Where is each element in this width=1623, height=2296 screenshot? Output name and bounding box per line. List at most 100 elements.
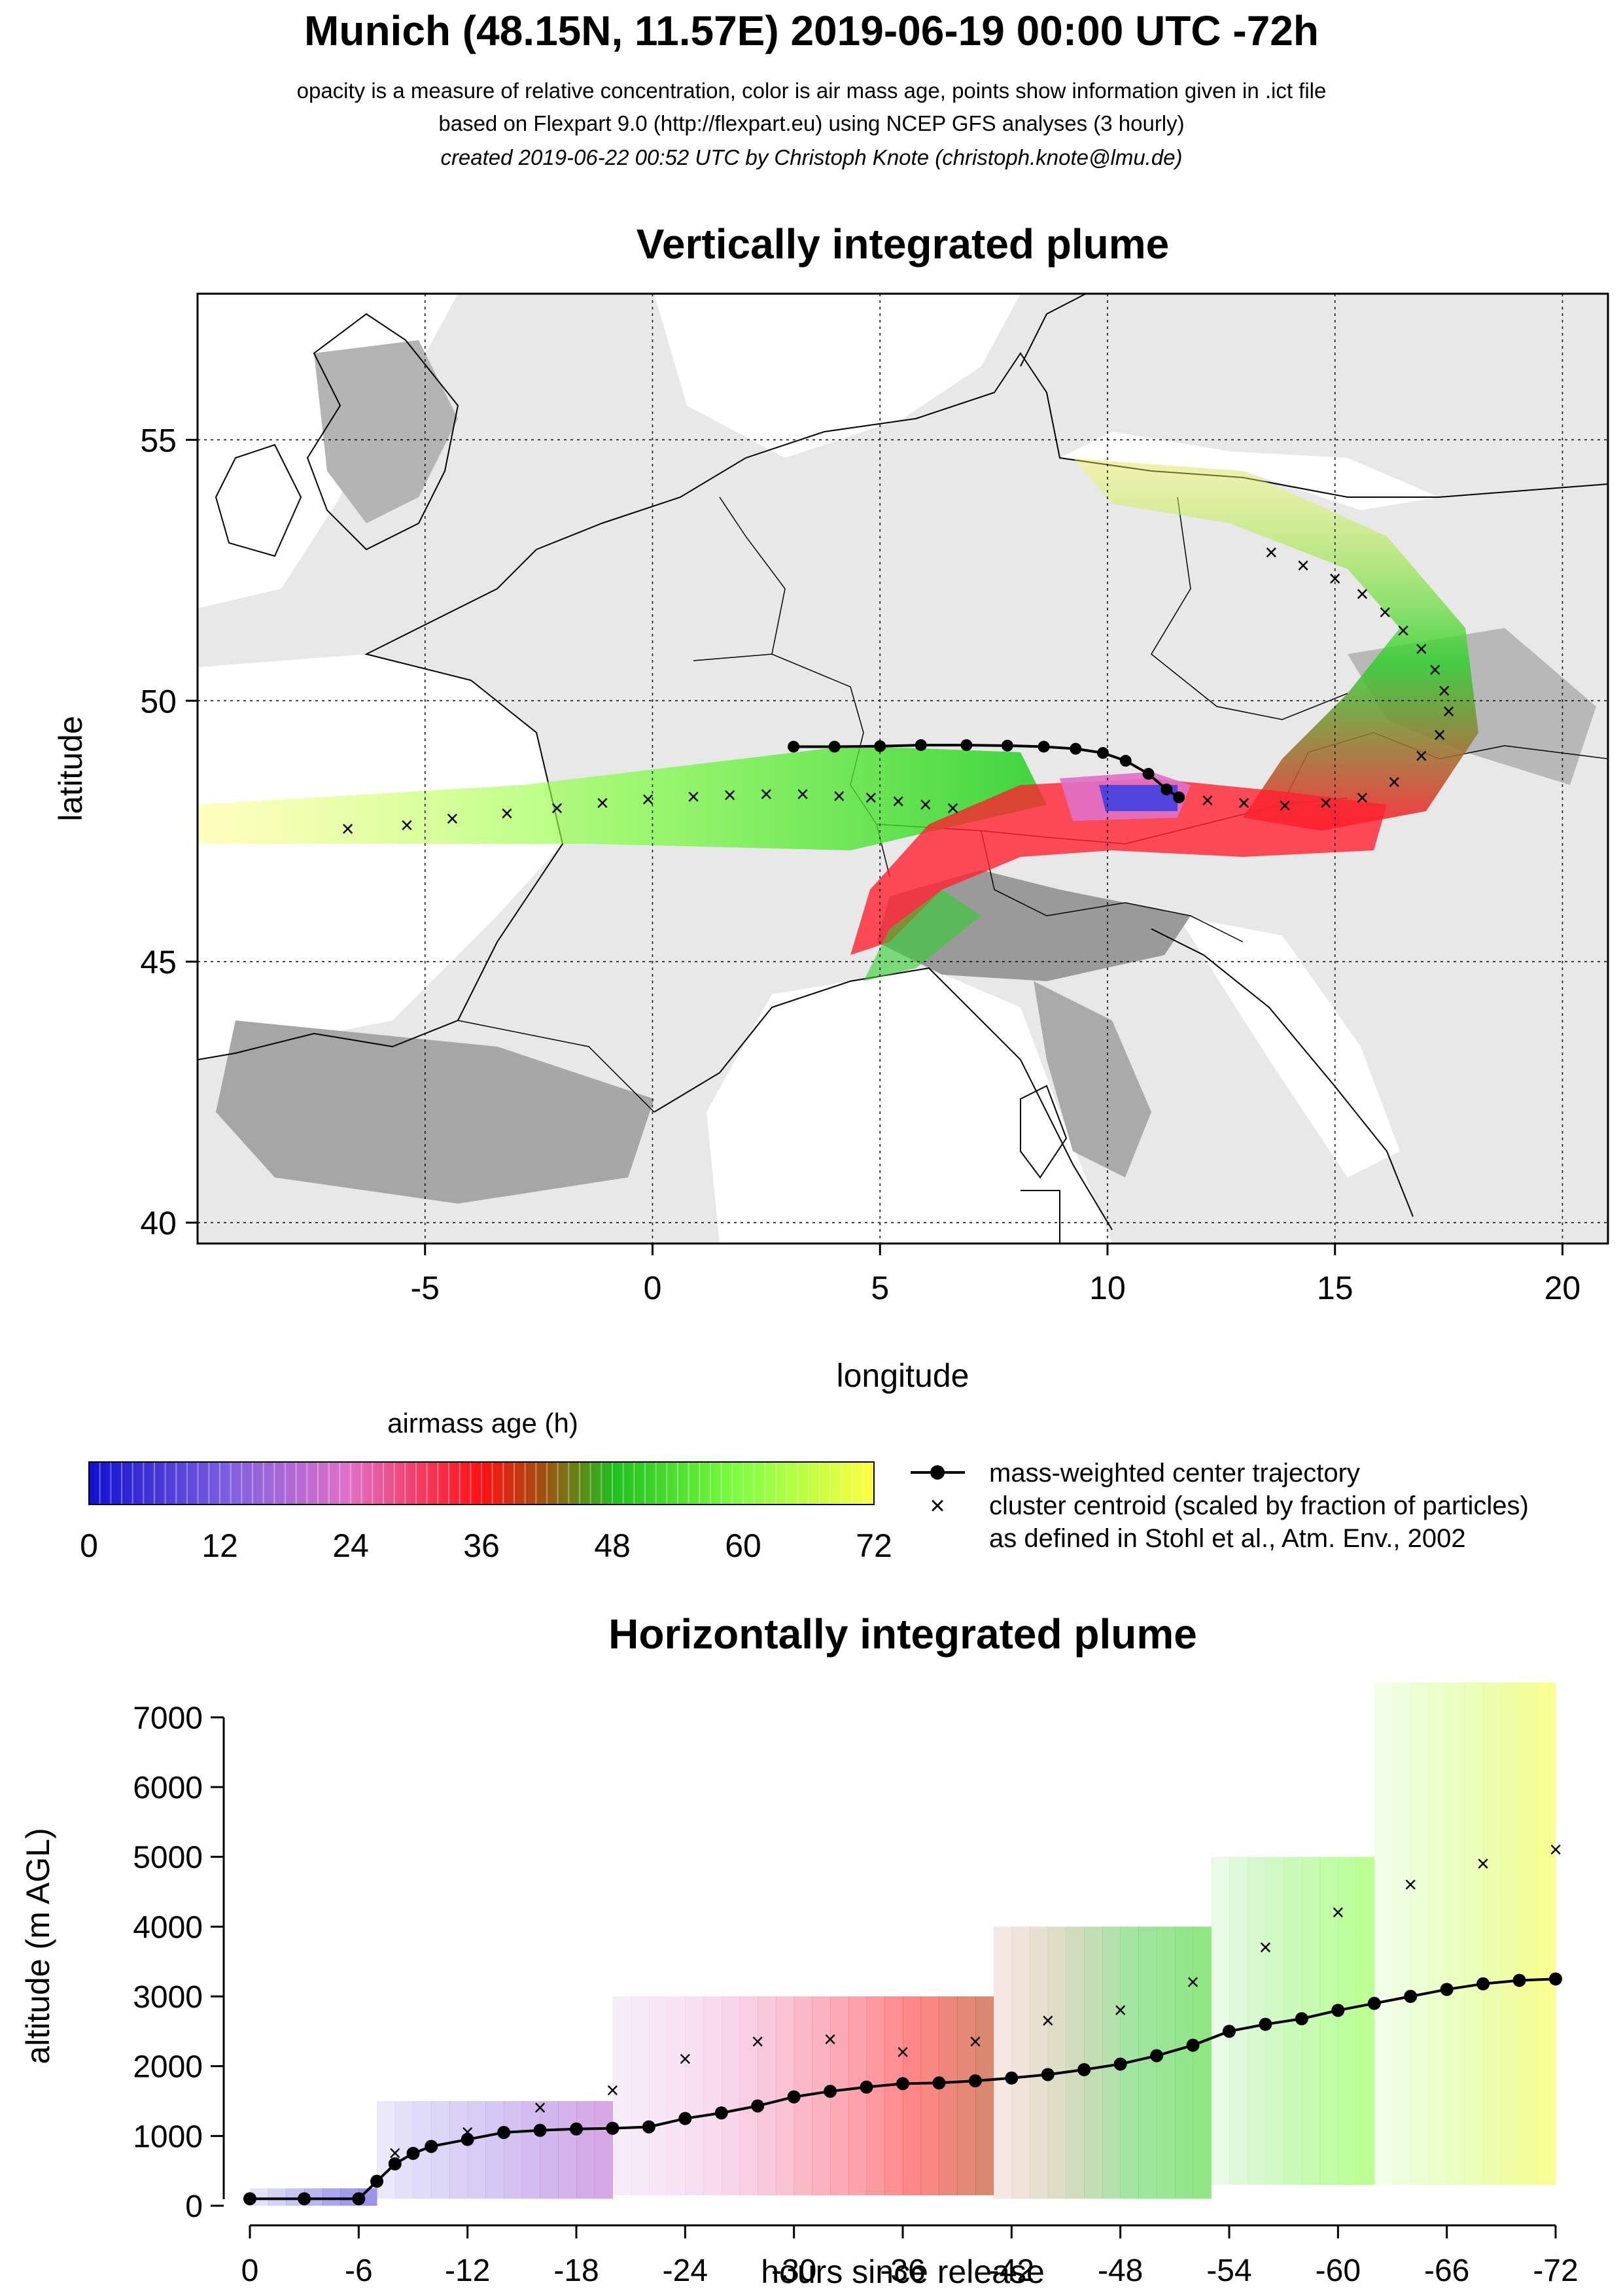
altitude-age-cell: [1392, 1682, 1411, 2185]
altitude-age-cell: [1338, 1856, 1357, 2185]
adriatic: [1178, 916, 1400, 1177]
plume-western-branch: [198, 746, 1047, 850]
colorbar-tick-label: 72: [856, 1527, 892, 1564]
altitude-age-cell: [540, 2101, 559, 2199]
legend-centroid-entry: × cluster centroid (scaled by fraction o…: [930, 1491, 1528, 1553]
altitude-age-cell: [1428, 1682, 1448, 2185]
altitude-age-cell: [612, 1996, 631, 2195]
altitude-age-cell: [631, 1996, 650, 2195]
altitude-ytick-label: 7000: [133, 1701, 203, 1735]
sardinia-coast: [1021, 1190, 1060, 1244]
corsica-coast: [1020, 1085, 1068, 1179]
plume-field: [198, 458, 1478, 981]
altitude-trajectory-point: [751, 2099, 765, 2113]
altitude-centroid-marker: ×: [1259, 1935, 1272, 1960]
altitude-age-cell: [1537, 1682, 1556, 2185]
altitude-axes: 0 1000 2000 3000 4000 5000 6000 7000 0 -6 -12 -18 -2…: [133, 1701, 1578, 2288]
altitude-age-cell: [848, 1996, 867, 2195]
colorbar-slices: [99, 1462, 864, 1505]
map-centroid-marker: ×: [919, 792, 932, 817]
colorbar-tick-label: 12: [201, 1527, 238, 1564]
altitude-centroid-marker: ×: [1331, 1900, 1344, 1925]
map-trajectory-point: [828, 740, 841, 753]
map-trajectory-point: [1001, 739, 1013, 752]
map-ytick-label: 40: [140, 1205, 177, 1242]
altitude-age-cell: [594, 2101, 613, 2199]
altitude-trajectory-point: [932, 2076, 946, 2090]
ireland-coast: [215, 444, 302, 557]
map-centroid-marker: ×: [1438, 678, 1451, 703]
legend-trajectory-dot: [930, 1465, 945, 1480]
map-centroid-marker: ×: [1265, 540, 1278, 565]
altitude-age-cell: [521, 2101, 541, 2199]
altitude-trajectory-point: [642, 2120, 655, 2134]
altitude-xtick-label: -24: [663, 2253, 708, 2288]
baltic-sea: [1060, 432, 1439, 510]
map-ylabel: latitude: [52, 716, 89, 821]
map-centroid-marker: ×: [1378, 600, 1391, 625]
colorbar-tick-label: 36: [463, 1527, 500, 1564]
altitude-age-cell: [993, 1926, 1012, 2199]
altitude-age-cell: [866, 1996, 885, 2195]
map-centroid-marker: ×: [864, 786, 877, 810]
altitude-age-cell: [1446, 1682, 1465, 2185]
med-north-coast: [654, 967, 1113, 1230]
subtitle-credit: created 2019-06-22 00:52 UTC by Christop…: [440, 145, 1183, 169]
altitude-age-cell: [576, 2101, 595, 2199]
altitude-centroid-marker: ×: [751, 2029, 764, 2054]
altitude-centroid-marker: ×: [1476, 1851, 1490, 1876]
colorbar-tick-label: 0: [80, 1527, 98, 1564]
map-centroid-marker: ×: [759, 782, 773, 807]
altitude-ytick-label: 5000: [133, 1841, 203, 1875]
map-centroid-marker: ×: [1442, 699, 1456, 724]
france-atlantic-coast: [198, 549, 564, 1060]
map-centroid-marker: ×: [1429, 657, 1442, 682]
map-centroid-marker: ×: [1415, 744, 1428, 769]
colorbar: [89, 1462, 874, 1505]
map-centroid-marker: ×: [1278, 793, 1291, 818]
altitude-markers: × × × × × × × × × × × × × × × × ×: [243, 1837, 1562, 2206]
altitude-trajectory-point: [714, 2106, 728, 2120]
map-centroid-marker: ×: [724, 783, 737, 808]
legend-trajectory-entry: mass-weighted center trajectory: [911, 1459, 1360, 1487]
altitude-xtick-label: -54: [1206, 2253, 1251, 2288]
colorbar-tick-label: 60: [725, 1527, 761, 1564]
map-grid: [198, 294, 1608, 1244]
altitude-age-cell: [558, 2101, 577, 2199]
altitude-xtick-label: -72: [1533, 2253, 1578, 2288]
altitude-age-cell: [268, 2188, 287, 2206]
map-centroid-marker: ×: [400, 813, 413, 838]
altitude-title: Horizontally integrated plume: [608, 1610, 1197, 1658]
map-trajectory-point: [1161, 783, 1173, 795]
denmark-coast: [1020, 294, 1087, 367]
map-ytick-label: 45: [140, 944, 177, 981]
altitude-ytick-label: 4000: [133, 1910, 203, 1945]
altitude-centroid-marker: ×: [678, 2047, 691, 2072]
continent-north-coast: [536, 352, 1608, 550]
colorbar-tick-label: 24: [332, 1527, 369, 1564]
colorbar-title: airmass age (h): [387, 1408, 578, 1438]
map-xtick-label: 10: [1089, 1270, 1126, 1306]
map-centroid-marker: ×: [1201, 788, 1214, 813]
altitude-centroid-marker: ×: [969, 2029, 982, 2054]
altitude-age-cell: [957, 1996, 976, 2195]
altitude-age-cell: [449, 2101, 468, 2199]
map-trajectory-point: [1097, 747, 1109, 759]
altitude-age-cell: [1174, 1926, 1194, 2199]
colorbar-frame: [88, 1461, 875, 1505]
altitude-trajectory-point: [425, 2140, 438, 2153]
altitude-trajectory-point: [388, 2157, 402, 2170]
altitude-trajectory-point: [243, 2192, 256, 2206]
map-xtick-label: 5: [871, 1270, 889, 1306]
altitude-centroid-marker: ×: [1041, 2008, 1055, 2033]
altitude-trajectory-point: [1367, 1996, 1381, 2010]
plume-southern-tail: [864, 890, 981, 981]
altitude-centroid-marker: ×: [1114, 1998, 1127, 2023]
figure-title: Munich (48.15N, 11.57E) 2019-06-19 00:00…: [304, 7, 1319, 54]
altitude-age-cell: [1193, 1926, 1212, 2199]
map-trajectory-point: [1070, 742, 1082, 755]
map-centroid-marker: ×: [1433, 723, 1446, 748]
altitude-xtick-label: -36: [880, 2253, 925, 2288]
altitude-trajectory-point: [1549, 1972, 1562, 1986]
map-ytick-label: 50: [140, 683, 177, 720]
